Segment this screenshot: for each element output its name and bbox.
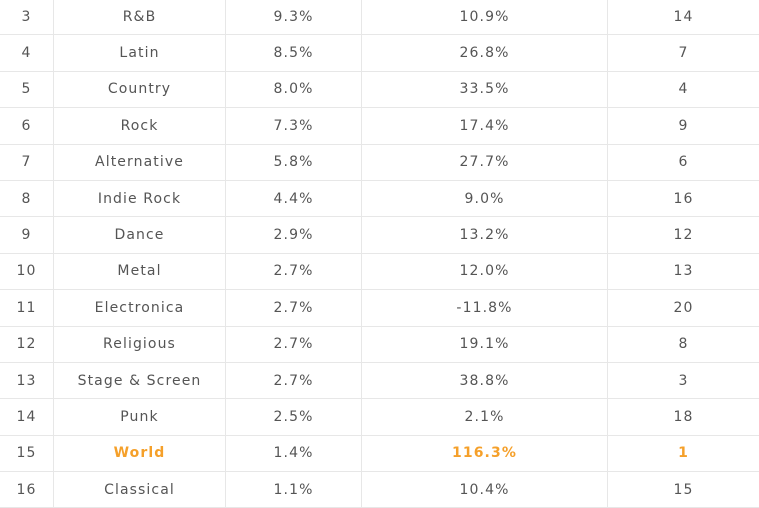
growth-rank-cell: 20 <box>673 299 694 316</box>
share-cell: 9.3% <box>226 0 362 35</box>
rank-cell: 8 <box>0 180 54 217</box>
genre-cell: Religious <box>54 326 226 362</box>
growth-rank-cell: 16 <box>673 190 694 207</box>
growth-rank-cell: 13 <box>673 263 694 280</box>
share-cell: 8.5% <box>226 35 362 71</box>
growth-cell: 12.0% <box>362 253 608 290</box>
table-row: 6 Rock 7.3% 17.4% 9 <box>0 108 759 145</box>
growth-cell: 2.1% <box>362 399 608 435</box>
genre-cell: Country <box>54 71 226 108</box>
table-row: 13 Stage & Screen 2.7% 38.8% 3 <box>0 362 759 400</box>
growth-cell: 27.7% <box>362 144 608 180</box>
growth-rank-cell: 1 <box>678 445 689 462</box>
rank-cell: 5 <box>0 71 54 108</box>
growth-rank-cell: 4 <box>678 81 689 98</box>
share-cell: 2.9% <box>226 217 362 253</box>
rank-cell: 11 <box>0 290 54 326</box>
share-cell: 8.0% <box>226 71 362 108</box>
genre-cell: World <box>54 435 226 472</box>
growth-cell: 19.1% <box>362 326 608 362</box>
share-cell: 2.7% <box>226 326 362 362</box>
rank-cell: 9 <box>0 217 54 253</box>
table-row: 5 Country 8.0% 33.5% 4 <box>0 71 759 109</box>
share-cell: 1.1% <box>226 472 362 508</box>
table-row: 10 Metal 2.7% 12.0% 13 <box>0 253 759 291</box>
share-cell: 2.7% <box>226 362 362 399</box>
rank-cell: 12 <box>0 326 54 362</box>
table-row: 8 Indie Rock 4.4% 9.0% 16 <box>0 180 759 218</box>
genre-cell: Electronica <box>54 290 226 326</box>
share-cell: 2.5% <box>226 399 362 435</box>
growth-rank-cell: 15 <box>673 481 694 498</box>
growth-cell: 9.0% <box>362 180 608 217</box>
growth-cell: 10.4% <box>362 472 608 508</box>
share-cell: 4.4% <box>226 180 362 217</box>
rank-cell: 7 <box>0 144 54 180</box>
growth-rank-cell: 8 <box>678 336 689 353</box>
genre-cell: Indie Rock <box>54 180 226 217</box>
growth-cell: 38.8% <box>362 362 608 399</box>
genre-cell: Metal <box>54 253 226 290</box>
growth-cell: 10.9% <box>362 0 608 35</box>
growth-cell: 33.5% <box>362 71 608 108</box>
share-cell: 1.4% <box>226 435 362 472</box>
table-row: 9 Dance 2.9% 13.2% 12 <box>0 217 759 254</box>
growth-rank-cell: 14 <box>673 8 694 25</box>
genre-cell: Latin <box>54 35 226 71</box>
rank-cell: 13 <box>0 362 54 399</box>
rank-cell: 15 <box>0 435 54 472</box>
genre-cell: Alternative <box>54 144 226 180</box>
table-row: 7 Alternative 5.8% 27.7% 6 <box>0 144 759 181</box>
genre-cell: Stage & Screen <box>54 362 226 399</box>
genre-cell: Dance <box>54 217 226 253</box>
growth-cell: 116.3% <box>362 435 608 472</box>
growth-cell: -11.8% <box>362 290 608 326</box>
growth-cell: 13.2% <box>362 217 608 253</box>
rank-cell: 3 <box>0 0 54 35</box>
genre-cell: R&B <box>54 0 226 35</box>
genre-cell: Rock <box>54 108 226 144</box>
table-row: 12 Religious 2.7% 19.1% 8 <box>0 326 759 363</box>
rank-cell: 4 <box>0 35 54 71</box>
table-row: 4 Latin 8.5% 26.8% 7 <box>0 35 759 72</box>
table-row: 15 World 1.4% 116.3% 1 <box>0 435 759 473</box>
growth-rank-cell: 12 <box>673 227 694 244</box>
growth-rank-cell: 3 <box>678 372 689 389</box>
share-cell: 2.7% <box>226 290 362 326</box>
share-cell: 2.7% <box>226 253 362 290</box>
share-cell: 5.8% <box>226 144 362 180</box>
share-cell: 7.3% <box>226 108 362 144</box>
growth-cell: 26.8% <box>362 35 608 71</box>
rank-cell: 6 <box>0 108 54 144</box>
table-row: 14 Punk 2.5% 2.1% 18 <box>0 399 759 436</box>
rank-cell: 16 <box>0 472 54 508</box>
growth-rank-cell: 18 <box>673 408 694 425</box>
growth-cell: 17.4% <box>362 108 608 144</box>
table-row: 3 R&B 9.3% 10.9% 14 <box>0 0 759 36</box>
growth-rank-cell: 7 <box>678 45 689 62</box>
table-row: 11 Electronica 2.7% -11.8% 20 <box>0 290 759 327</box>
genre-cell: Punk <box>54 399 226 435</box>
table-row: 16 Classical 1.1% 10.4% 15 <box>0 472 759 508</box>
genre-cell: Classical <box>54 472 226 508</box>
rank-cell: 10 <box>0 253 54 290</box>
growth-rank-cell: 9 <box>678 117 689 134</box>
growth-rank-cell: 6 <box>678 154 689 171</box>
rank-cell: 14 <box>0 399 54 435</box>
